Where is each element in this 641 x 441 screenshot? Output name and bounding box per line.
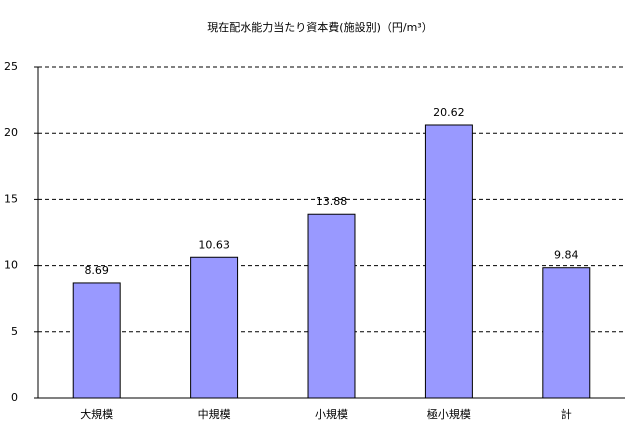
y-tick-label: 25 [4, 60, 18, 73]
bar [72, 282, 121, 399]
bar [307, 213, 356, 399]
bar [424, 124, 473, 399]
x-tick-label: 計 [561, 407, 572, 421]
y-tick-label: 5 [11, 325, 18, 338]
x-tick-label: 中規模 [198, 407, 231, 421]
bar [542, 267, 591, 399]
bar [190, 256, 239, 399]
value-label: 20.62 [433, 106, 465, 119]
y-tick-label: 20 [4, 126, 18, 139]
y-tick-label: 15 [4, 192, 18, 205]
chart-title: 現在配水能力当たり資本費(施設別)（円/m³） [207, 20, 432, 34]
value-label: 9.84 [554, 249, 579, 262]
x-tick-label: 小規模 [315, 407, 348, 421]
value-label: 10.63 [198, 238, 230, 251]
x-tick-label: 大規模 [80, 407, 113, 421]
value-label: 8.69 [84, 264, 109, 277]
x-tick-label: 極小規模 [427, 407, 471, 421]
y-tick-label: 0 [11, 391, 18, 404]
y-tick-label: 10 [4, 259, 18, 272]
value-label: 13.88 [316, 195, 348, 208]
